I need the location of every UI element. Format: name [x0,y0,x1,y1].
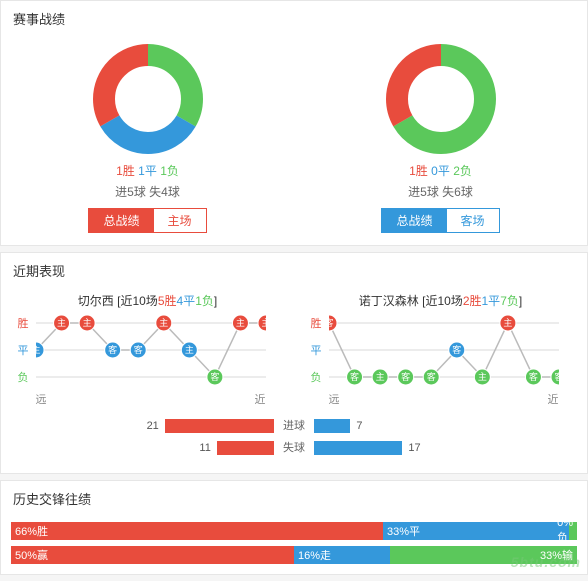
record-right: 1胜 0平 2负 进5球 失6球 总战绩 客场 [294,44,587,233]
svg-text:主: 主 [235,317,244,328]
perf-left-title: 切尔西 [近10场5胜4平1负] [78,292,217,309]
svg-text:主: 主 [159,317,168,328]
perf-right: 诺丁汉森林 [近10场2胜1平7负] 胜 平 负 客客主客客客主主客客 远 近 [294,292,587,407]
history-title: 历史交锋往绩 [1,481,587,516]
svg-text:客: 客 [350,371,359,382]
perf-row: 切尔西 [近10场5胜4平1负] 胜 平 负 主主主客客主主客主主 远 近 诺丁… [1,288,587,417]
history-panel: 历史交锋往绩 66%胜33%平0%负50%赢16%走33%输 5btu.com [0,480,588,575]
tabs-right: 总战绩 客场 [381,208,499,233]
y-axis: 胜 平 负 [311,315,322,385]
tab-total-right[interactable]: 总战绩 [382,209,446,232]
tabs-left: 总战绩 主场 [88,208,206,233]
donut-left [93,44,203,154]
bars-right: 7 17 [314,417,577,461]
bar-goalsagainst-right [314,441,402,455]
bar-goalsagainst-left [217,441,274,455]
svg-text:客: 客 [210,371,219,382]
svg-text:主: 主 [57,317,66,328]
tab-home-left[interactable]: 主场 [154,209,206,232]
recent-perf-panel: 近期表现 切尔西 [近10场5胜4平1负] 胜 平 负 主主主客客主主客主主 远… [0,252,588,474]
svg-text:客: 客 [108,344,117,355]
bars-left: 21 11 [11,417,274,461]
svg-text:客: 客 [452,344,461,355]
perf-chart-left: 胜 平 负 主主主客客主主客主主 远 近 [18,315,278,407]
y-axis: 胜 平 负 [18,315,29,385]
wld-right: 1胜 0平 2负 [409,162,472,179]
goals-right: 进5球 失6球 [408,183,473,200]
perf-right-title: 诺丁汉森林 [近10场2胜1平7负] [359,292,522,309]
record-left: 1胜 1平 1负 进5球 失4球 总战绩 主场 [1,44,294,233]
goals-left: 进5球 失4球 [115,183,180,200]
x-axis: 远 近 [36,391,266,407]
svg-text:主: 主 [82,317,91,328]
bar-labels: 进球 失球 [274,417,314,461]
donut-row: 1胜 1平 1负 进5球 失4球 总战绩 主场 1胜 0平 2负 进5球 失6球… [1,36,587,245]
record-title: 赛事战绩 [1,1,587,36]
match-record-panel: 赛事战绩 1胜 1平 1负 进5球 失4球 总战绩 主场 1胜 0平 2负 进5… [0,0,588,246]
history-seg: 16%走 [294,546,390,564]
wld-left: 1胜 1平 1负 [116,162,179,179]
svg-text:主: 主 [261,317,266,328]
svg-text:客: 客 [554,371,559,382]
x-axis: 远 近 [329,391,559,407]
svg-text:客: 客 [401,371,410,382]
svg-text:客: 客 [528,371,537,382]
svg-text:客: 客 [426,371,435,382]
svg-text:主: 主 [184,344,193,355]
bar-goalsfor-right [314,419,350,433]
svg-text:主: 主 [375,371,384,382]
svg-text:客: 客 [329,317,334,328]
perf-chart-right: 胜 平 负 客客主客客客主主客客 远 近 [311,315,571,407]
perf-title: 近期表现 [1,253,587,288]
perf-left: 切尔西 [近10场5胜4平1负] 胜 平 负 主主主客客主主客主主 远 近 [1,292,294,407]
history-seg: 50%赢 [11,546,294,564]
svg-text:主: 主 [477,371,486,382]
svg-text:客: 客 [133,344,142,355]
watermark: 5btu.com [511,554,581,570]
donut-right [386,44,496,154]
goals-bars: 21 11 进球 失球 7 17 [1,417,587,473]
svg-text:主: 主 [36,344,41,355]
history-rows: 66%胜33%平0%负50%赢16%走33%输 [11,522,577,564]
svg-text:主: 主 [503,317,512,328]
history-bar: 50%赢16%走33%输 [11,546,577,564]
tab-total-left[interactable]: 总战绩 [89,209,153,232]
bar-goalsfor-left [165,419,274,433]
tab-away-right[interactable]: 客场 [447,209,499,232]
